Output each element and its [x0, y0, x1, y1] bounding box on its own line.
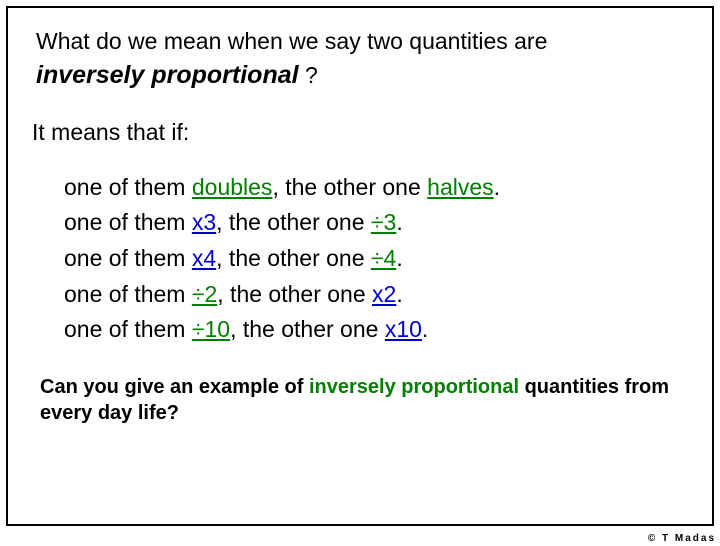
example-row: one of them doubles, the other one halve…	[64, 170, 684, 206]
row-term-a: ÷2	[192, 281, 217, 307]
intro-term: inversely proportional	[36, 61, 299, 89]
final-q-part1: Can you give an example of	[40, 376, 309, 398]
row-term-a: doubles	[192, 174, 273, 200]
row-term-a: ÷10	[192, 316, 230, 342]
intro-line-1: What do we mean when we say two quantiti…	[36, 26, 684, 57]
slide-frame: What do we mean when we say two quantiti…	[6, 6, 714, 526]
row-pre: one of them	[64, 174, 192, 200]
row-term-b: ÷3	[371, 209, 396, 235]
row-post: .	[494, 174, 500, 200]
example-row: one of them ÷2, the other one x2.	[64, 277, 684, 313]
row-term-b: x10	[385, 316, 422, 342]
example-row: one of them x3, the other one ÷3.	[64, 205, 684, 241]
row-pre: one of them	[64, 245, 192, 271]
row-pre: one of them	[64, 316, 192, 342]
row-mid: , the other one	[217, 281, 372, 307]
means-line: It means that if:	[32, 119, 684, 146]
row-mid: , the other one	[216, 245, 371, 271]
row-post: .	[396, 209, 402, 235]
row-pre: one of them	[64, 281, 192, 307]
row-term-b: ÷4	[371, 245, 396, 271]
row-post: .	[396, 245, 402, 271]
intro-text-1: What do we mean when we say two quantiti…	[36, 28, 547, 54]
intro-qmark: ?	[299, 62, 318, 88]
example-row: one of them x4, the other one ÷4.	[64, 241, 684, 277]
row-mid: , the other one	[272, 174, 427, 200]
row-term-a: x3	[192, 209, 216, 235]
examples-block: one of them doubles, the other one halve…	[64, 170, 684, 348]
row-post: .	[396, 281, 402, 307]
row-pre: one of them	[64, 209, 192, 235]
row-mid: , the other one	[216, 209, 371, 235]
copyright-text: © T Madas	[648, 533, 716, 544]
example-row: one of them ÷10, the other one x10.	[64, 312, 684, 348]
final-question: Can you give an example of inversely pro…	[40, 374, 684, 426]
final-q-highlight: inversely proportional	[309, 376, 519, 398]
row-term-b: halves	[427, 174, 493, 200]
intro-line-2: inversely proportional ?	[36, 59, 684, 93]
row-term-b: x2	[372, 281, 396, 307]
row-post: .	[422, 316, 428, 342]
row-mid: , the other one	[230, 316, 385, 342]
row-term-a: x4	[192, 245, 216, 271]
